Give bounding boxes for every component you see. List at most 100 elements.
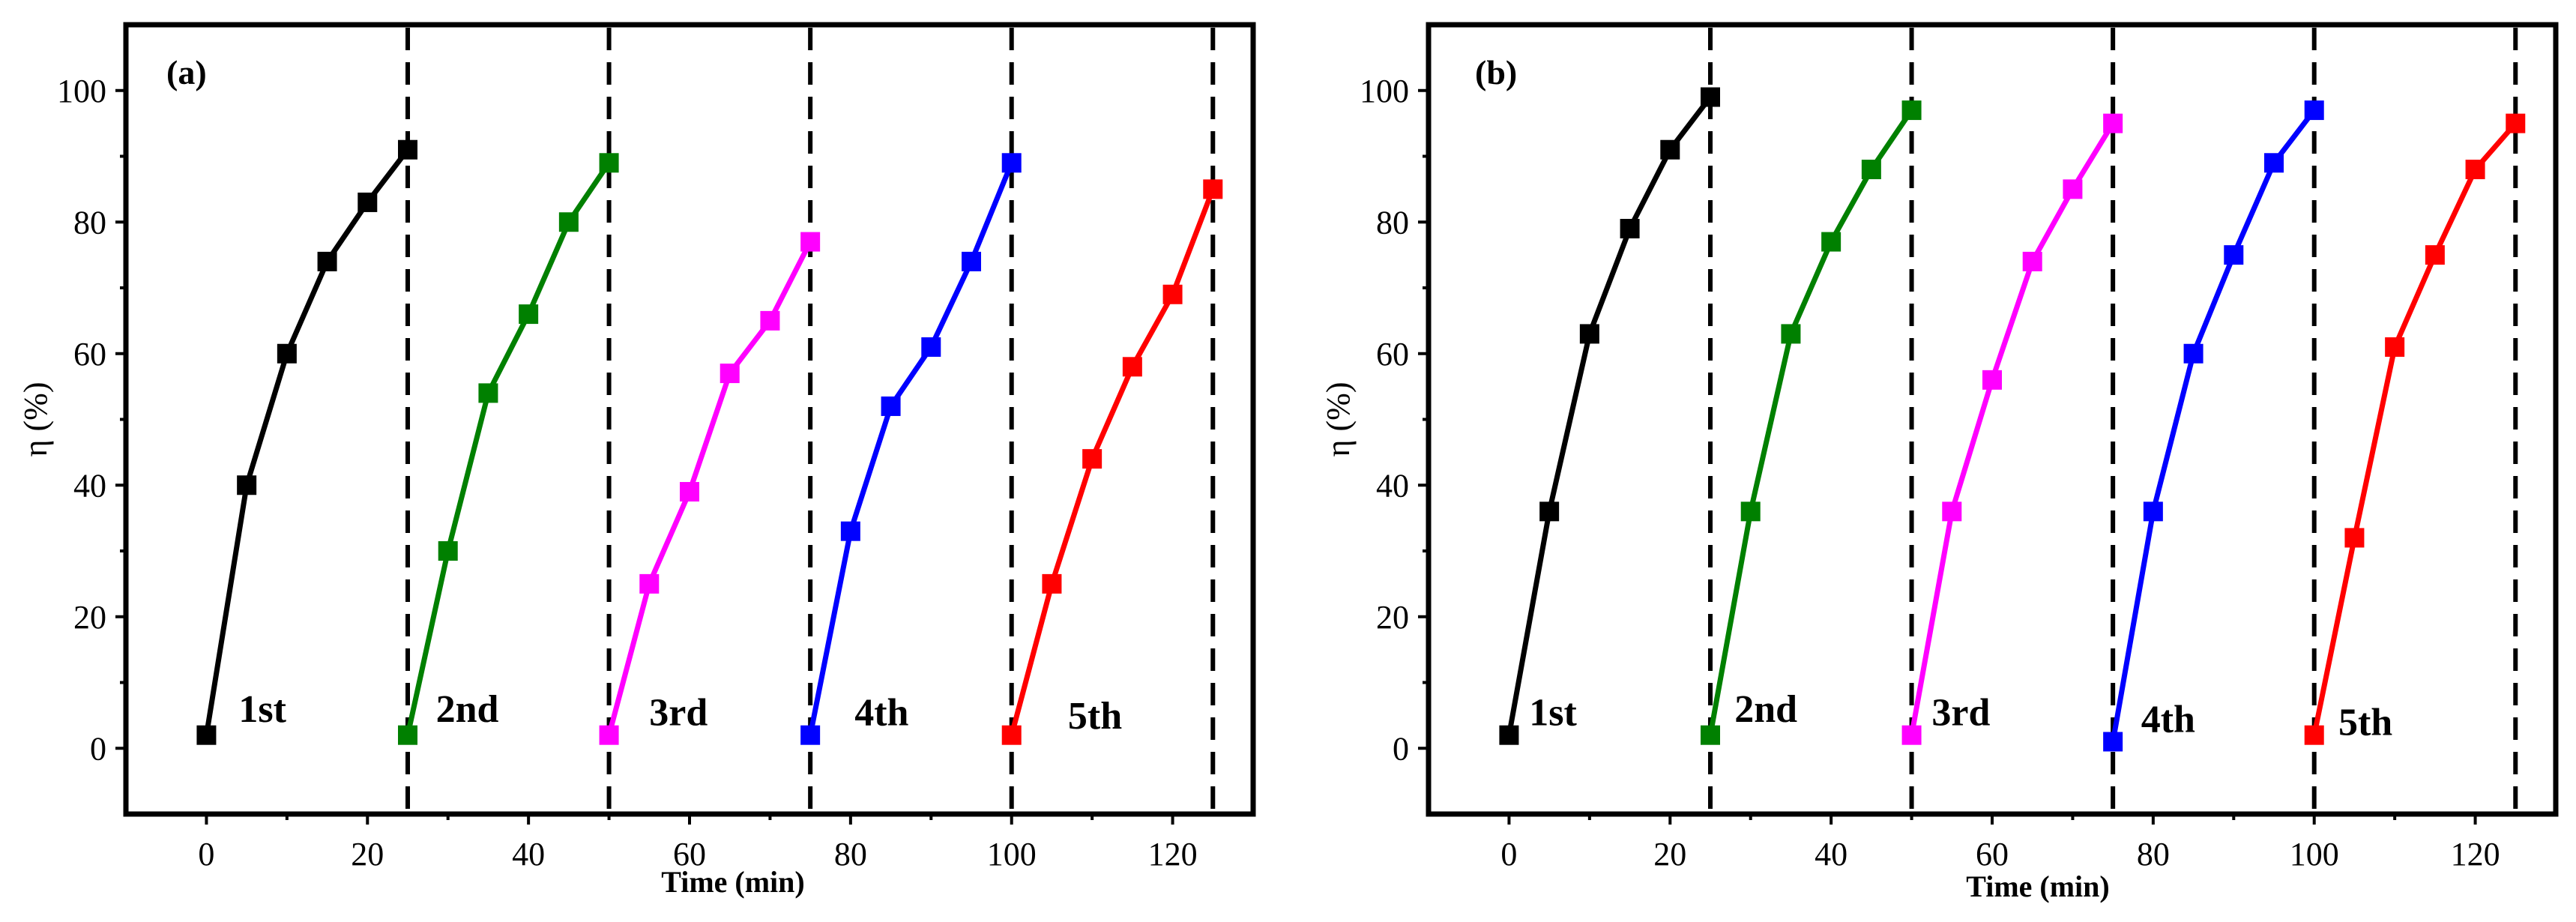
x-tick-label: 0 bbox=[1500, 836, 1517, 873]
data-point-marker bbox=[2506, 113, 2526, 133]
x-tick-label: 80 bbox=[2137, 836, 2170, 873]
cycle-label: 2nd bbox=[436, 688, 499, 731]
data-point-marker bbox=[2183, 343, 2204, 364]
data-point-marker bbox=[800, 232, 821, 252]
data-point-marker bbox=[1579, 324, 1599, 344]
plot-frame bbox=[1426, 22, 2559, 817]
y-tick-label: 60 bbox=[1376, 336, 1409, 373]
x-tick-label: 20 bbox=[351, 836, 384, 873]
data-point-marker bbox=[2465, 160, 2485, 180]
data-point-marker bbox=[1042, 573, 1062, 594]
data-point-marker bbox=[1001, 725, 1022, 745]
data-point-marker bbox=[2264, 153, 2284, 173]
data-point-marker bbox=[840, 521, 860, 541]
panel-label: (a) bbox=[166, 53, 207, 91]
y-tick-label: 100 bbox=[57, 73, 106, 109]
series-line bbox=[1009, 188, 1216, 736]
series-1st: 1st bbox=[1499, 87, 1720, 745]
x-axis-title: Time (min) bbox=[1966, 870, 2109, 903]
series-4th: 4th bbox=[2103, 100, 2324, 752]
cycle-label: 1st bbox=[1529, 692, 1577, 735]
y-tick-label: 20 bbox=[1376, 599, 1409, 636]
data-point-marker bbox=[1001, 153, 1022, 173]
x-tick-label: 40 bbox=[1815, 836, 1847, 873]
data-point-marker bbox=[1122, 357, 1142, 377]
data-point-marker bbox=[398, 139, 417, 160]
cycle-label: 5th bbox=[1068, 695, 1122, 738]
y-axis-title: η (%) bbox=[17, 382, 54, 457]
data-point-marker bbox=[1861, 160, 1881, 180]
y-axis-title: η (%) bbox=[1320, 382, 1357, 457]
cycle-label: 4th bbox=[854, 692, 908, 735]
data-point-marker bbox=[2304, 100, 2324, 121]
series-5th: 5th bbox=[1001, 179, 1223, 745]
cycle-label: 2nd bbox=[1734, 688, 1797, 731]
data-point-marker bbox=[277, 343, 297, 364]
data-point-marker bbox=[2022, 251, 2042, 271]
chart-panel-b: 0 20 40 60 80 100 120 0 20 40 60 80 100 Time (min) η (… bbox=[1320, 22, 2559, 903]
y-tick-label: 40 bbox=[1376, 467, 1409, 504]
panel-label: (b) bbox=[1475, 53, 1517, 91]
data-point-marker bbox=[1203, 179, 1223, 199]
cycle-label: 1st bbox=[238, 688, 286, 731]
data-point-marker bbox=[2224, 245, 2244, 265]
data-point-marker bbox=[398, 725, 417, 745]
y-tick-label: 60 bbox=[73, 336, 106, 373]
series-2nd: 2nd bbox=[398, 153, 619, 745]
data-point-marker bbox=[2143, 501, 2163, 522]
data-point-marker bbox=[1982, 370, 2002, 390]
series-line bbox=[1707, 109, 1914, 736]
data-point-marker bbox=[760, 310, 780, 331]
data-point-marker bbox=[2385, 337, 2405, 357]
data-point-marker bbox=[2304, 725, 2324, 745]
y-tick-label: 20 bbox=[73, 599, 106, 636]
y-tick-label: 100 bbox=[1360, 73, 1409, 109]
data-point-marker bbox=[1901, 100, 1922, 121]
data-point-marker bbox=[639, 573, 660, 594]
y-tick-label: 80 bbox=[73, 204, 106, 241]
chart-panel-a: 0 20 40 60 80 100 120 0 20 40 60 80 100 Time (min) η (… bbox=[17, 22, 1256, 899]
x-tick-label: 80 bbox=[834, 836, 867, 873]
x-tick-label: 120 bbox=[2451, 836, 2500, 873]
series-3rd: 3rd bbox=[1901, 113, 2123, 745]
cycle-label: 5th bbox=[2338, 702, 2392, 744]
data-point-marker bbox=[1660, 139, 1680, 160]
x-tick-label: 100 bbox=[987, 836, 1037, 873]
data-point-marker bbox=[599, 725, 619, 745]
data-point-marker bbox=[358, 192, 378, 212]
series-line bbox=[1909, 121, 2116, 736]
cycle-label: 4th bbox=[2141, 698, 2195, 741]
data-point-marker bbox=[1781, 324, 1801, 344]
series-5th: 5th bbox=[2304, 113, 2526, 745]
series-line bbox=[2110, 108, 2317, 743]
series-line bbox=[2311, 121, 2518, 736]
data-point-marker bbox=[720, 364, 740, 384]
data-point-marker bbox=[478, 383, 498, 403]
y-tick-label: 80 bbox=[1376, 204, 1409, 241]
data-point-marker bbox=[438, 541, 458, 561]
series-line bbox=[203, 148, 410, 736]
data-point-marker bbox=[196, 725, 217, 745]
series-2nd: 2nd bbox=[1701, 100, 1922, 745]
data-point-marker bbox=[237, 475, 257, 495]
data-point-marker bbox=[2103, 732, 2123, 752]
data-point-marker bbox=[599, 153, 619, 173]
data-point-marker bbox=[1942, 501, 1962, 522]
series-line bbox=[606, 240, 813, 736]
y-tick-label: 40 bbox=[73, 467, 106, 504]
y-tick-label: 0 bbox=[90, 730, 106, 767]
data-point-marker bbox=[1162, 284, 1183, 304]
data-point-marker bbox=[800, 725, 821, 745]
series-line bbox=[807, 161, 1014, 736]
data-point-marker bbox=[1499, 725, 1519, 745]
data-point-marker bbox=[962, 251, 981, 271]
cycle-label: 3rd bbox=[1931, 692, 1990, 735]
data-point-marker bbox=[1740, 501, 1761, 522]
series-line bbox=[405, 161, 612, 736]
data-point-marker bbox=[1082, 449, 1103, 469]
x-axis-title: Time (min) bbox=[661, 865, 804, 899]
series-line bbox=[1506, 95, 1713, 736]
data-point-marker bbox=[1701, 87, 1720, 107]
data-point-marker bbox=[1539, 501, 1560, 522]
data-point-marker bbox=[558, 212, 579, 232]
